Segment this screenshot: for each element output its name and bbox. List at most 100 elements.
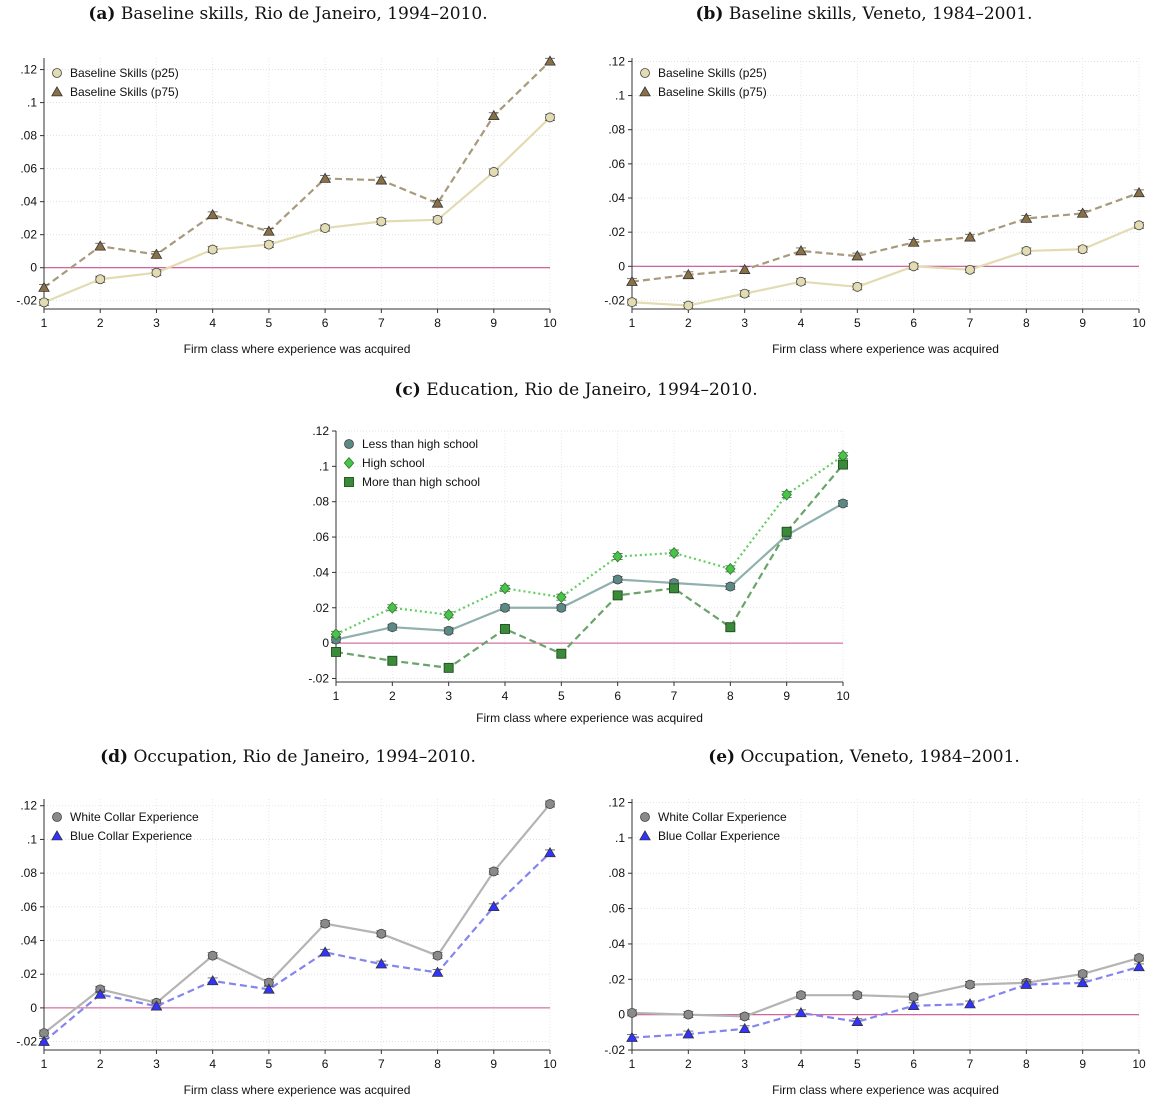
legend-swatch [639,86,651,97]
data-point [627,1007,637,1018]
data-point [627,297,637,308]
chart-panel-e: -.02 0 .02 .04 .06 .08 .1 .12 1 2 3 4 5 6 7 8 9 10 Firm cl… [604,796,1146,1097]
x-tick-label: 3 [153,1057,160,1071]
data-point [837,449,849,462]
legend-label: High school [362,456,425,470]
data-point [1134,220,1144,231]
x-tick-label: 7 [671,689,678,703]
x-tick-label: 6 [322,1057,329,1071]
x-tick-label: 2 [685,316,692,330]
x-tick-label: 1 [629,316,636,330]
x-tick-label: 6 [614,689,621,703]
x-tick-label: 10 [543,316,557,330]
data-point [487,900,500,912]
x-tick-label: 9 [490,1057,497,1071]
series-line-1 [43,803,551,1035]
y-tick-label: .08 [20,866,37,880]
data-point [852,281,863,292]
legend-swatch [640,68,650,78]
data-point [907,999,920,1011]
panel-b-title: (b) Baseline skills, Veneto, 1984–2001. [695,4,1033,24]
y-tick-label: .08 [608,866,625,880]
x-tick-label: 7 [378,1057,385,1071]
x-tick-label: 5 [266,316,273,330]
legend-swatch [51,830,63,841]
data-point [95,274,106,285]
series-line-2 [43,60,551,289]
data-point [1133,960,1145,972]
data-point [499,582,511,595]
y-tick-label: -.02 [16,294,37,308]
data-point [739,1011,750,1022]
y-tick-label: .06 [20,162,37,176]
data-point [206,208,219,220]
data-point [263,983,275,994]
x-tick-label: 2 [97,1057,104,1071]
data-point [38,1035,50,1046]
y-tick-label: -.02 [308,671,329,685]
data-point [1021,246,1032,256]
data-point [207,244,218,255]
legend-label: More than high school [362,475,480,489]
y-tick-label: .06 [608,157,625,171]
data-point [206,975,219,986]
data-point [683,300,694,311]
y-tick-label: .06 [608,902,625,916]
x-tick-label: 3 [741,316,748,330]
data-point [965,979,975,990]
data-point [796,276,806,287]
data-point [488,866,499,877]
legend-label: White Collar Experience [70,810,199,824]
y-tick-label: .1 [27,832,37,846]
x-tick-label: 8 [434,316,441,330]
data-point [851,250,864,261]
legend-label: Baseline Skills (p25) [70,66,179,80]
x-tick-label: 1 [629,1057,636,1071]
data-point [781,488,792,501]
data-point [738,1022,751,1034]
data-point [781,526,792,537]
legend-label: Blue Collar Experience [658,829,780,843]
data-point [151,267,162,278]
x-tick-label: 10 [836,689,850,703]
panel-e-title: (e) Occupation, Veneto, 1984–2001. [708,747,1020,767]
x-tick-label: 7 [967,316,974,330]
data-point [964,998,976,1009]
y-tick-label: .08 [608,123,625,137]
x-tick-label: 2 [97,316,104,330]
data-point [431,966,444,977]
data-point [38,281,50,292]
data-point [669,583,679,594]
legend-swatch [52,68,62,78]
data-point [965,264,975,275]
x-tick-label: 4 [209,316,216,330]
data-point [725,622,736,633]
data-point [907,236,920,247]
x-tick-label: 1 [41,316,48,330]
x-axis-label: Firm class where experience was acquired [184,342,411,356]
data-point [725,562,736,575]
data-point [738,263,751,274]
y-tick-label: .02 [608,972,625,986]
data-point [1020,978,1033,989]
data-point [432,950,443,961]
y-tick-label: .12 [312,424,329,438]
data-point [544,846,556,858]
x-tick-label: 9 [1079,316,1086,330]
data-point [683,1009,694,1020]
x-tick-label: 9 [490,316,497,330]
legend-label: Baseline Skills (p25) [658,66,767,80]
chart-panel-b: -.02 0 .02 .04 .06 .08 .1 .12 1 2 3 4 5 6 7 8 9 10 Firm cl… [604,54,1146,356]
data-point [320,223,331,233]
x-tick-label: 6 [910,1057,917,1071]
data-point [795,245,807,256]
data-point [320,918,331,929]
x-tick-label: 2 [389,689,396,703]
y-tick-label: 0 [618,259,625,273]
data-point [443,625,454,636]
data-point [500,602,510,613]
data-point [964,231,976,242]
data-point [331,647,341,657]
x-tick-label: 10 [1132,316,1146,330]
